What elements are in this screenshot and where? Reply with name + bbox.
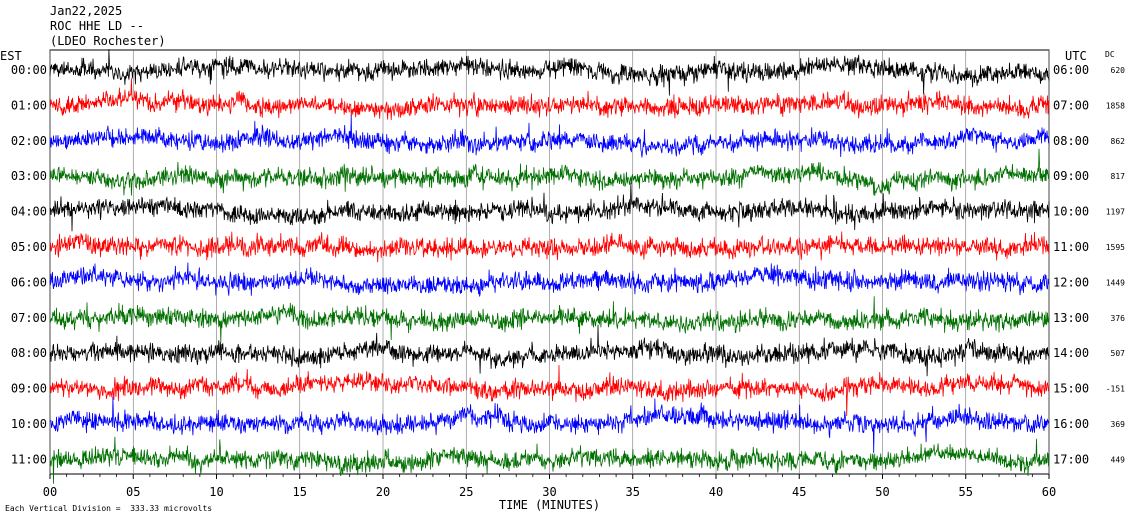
dc-value: 1858 xyxy=(1106,101,1125,110)
est-label: 07:00 xyxy=(11,311,47,325)
x-tick-label: 45 xyxy=(792,485,806,499)
est-label: 10:00 xyxy=(11,417,47,431)
utc-label: 11:00 xyxy=(1053,240,1089,254)
x-tick-label: 15 xyxy=(293,485,307,499)
chart-date: Jan22,2025 xyxy=(50,4,123,18)
trace-0300 xyxy=(49,148,1050,196)
dc-value: 507 xyxy=(1111,349,1126,358)
right-axis-label: UTC xyxy=(1065,49,1087,63)
utc-label: 06:00 xyxy=(1053,63,1089,77)
dc-value: 369 xyxy=(1111,420,1126,429)
dc-value: 862 xyxy=(1111,137,1126,146)
x-tick-label: 55 xyxy=(959,485,973,499)
x-tick-label: 10 xyxy=(209,485,223,499)
scale-note: Each Vertical Division = 333.33 microvol… xyxy=(5,504,213,513)
x-tick-label: 60 xyxy=(1042,485,1056,499)
station-location: (LDEO Rochester) xyxy=(50,34,166,48)
trace-0800 xyxy=(49,324,1050,377)
x-tick-label: 30 xyxy=(542,485,556,499)
x-tick-label: 25 xyxy=(459,485,473,499)
utc-label: 07:00 xyxy=(1053,98,1089,112)
trace-0200 xyxy=(49,114,1049,158)
est-label: 09:00 xyxy=(11,382,47,396)
utc-label: 08:00 xyxy=(1053,134,1089,148)
trace-0400 xyxy=(49,182,1050,232)
utc-label: 17:00 xyxy=(1053,452,1089,466)
dc-value: 1595 xyxy=(1106,243,1125,252)
dc-value: 1449 xyxy=(1106,278,1125,287)
left-axis-label: EST xyxy=(0,49,22,63)
trace-0700 xyxy=(49,296,1050,343)
station-id: ROC HHE LD -- xyxy=(50,19,144,33)
dc-value: -151 xyxy=(1106,385,1125,394)
utc-label: 12:00 xyxy=(1053,275,1089,289)
trace-1000 xyxy=(49,396,1050,454)
dc-label: DC xyxy=(1105,50,1115,59)
utc-label: 09:00 xyxy=(1053,169,1089,183)
dc-value: 817 xyxy=(1111,172,1126,181)
dc-value: 1197 xyxy=(1106,208,1125,217)
utc-label: 16:00 xyxy=(1053,417,1089,431)
est-label: 06:00 xyxy=(11,275,47,289)
utc-label: 14:00 xyxy=(1053,346,1089,360)
dc-value: 376 xyxy=(1111,314,1126,323)
est-label: 01:00 xyxy=(11,98,47,112)
trace-0000 xyxy=(49,49,1050,96)
dc-value: 620 xyxy=(1111,66,1126,75)
est-label: 04:00 xyxy=(11,205,47,219)
est-label: 02:00 xyxy=(11,134,47,148)
utc-label: 10:00 xyxy=(1053,205,1089,219)
dc-value: 449 xyxy=(1111,455,1126,464)
trace-0900 xyxy=(49,364,1050,417)
trace-0100 xyxy=(49,78,1050,121)
est-label: 03:00 xyxy=(11,169,47,183)
x-tick-label: 40 xyxy=(709,485,723,499)
x-tick-label: 20 xyxy=(376,485,390,499)
est-label: 05:00 xyxy=(11,240,47,254)
x-tick-label: 50 xyxy=(875,485,889,499)
est-label: 11:00 xyxy=(11,452,47,466)
est-label: 08:00 xyxy=(11,346,47,360)
trace-0500 xyxy=(49,231,1050,263)
x-tick-label: 00 xyxy=(43,485,57,499)
x-axis-label: TIME (MINUTES) xyxy=(499,498,600,512)
trace-1100 xyxy=(49,436,1050,484)
x-tick-label: 35 xyxy=(626,485,640,499)
est-label: 00:00 xyxy=(11,63,47,77)
utc-label: 15:00 xyxy=(1053,382,1089,396)
utc-label: 13:00 xyxy=(1053,311,1089,325)
x-tick-label: 05 xyxy=(126,485,140,499)
trace-0600 xyxy=(49,262,1050,297)
